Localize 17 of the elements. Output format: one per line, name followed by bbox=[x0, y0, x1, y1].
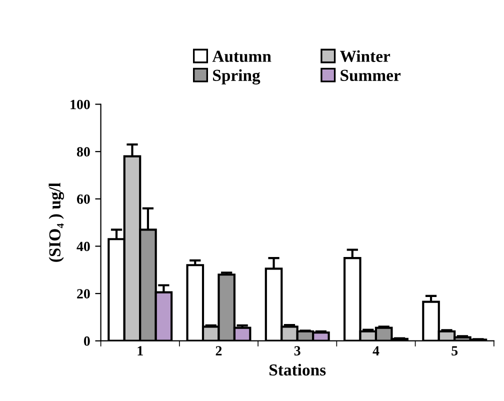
x-tick-label: 5 bbox=[452, 346, 458, 356]
legend-label: Autumn bbox=[212, 50, 272, 62]
x-tick-label: 4 bbox=[372, 346, 380, 356]
x-tick-label: 3 bbox=[294, 346, 300, 356]
y-tick-label: 20 bbox=[77, 289, 90, 298]
y-axis-title: (SIO₄ ) ug/l bbox=[48, 182, 64, 262]
x-tick-label: 2 bbox=[216, 346, 222, 356]
y-tick-label: 60 bbox=[76, 194, 90, 204]
y-tick-label: 40 bbox=[76, 242, 90, 252]
x-tick-label: 1 bbox=[138, 346, 143, 356]
y-tick-label: 100 bbox=[70, 100, 90, 110]
y-tick-label: 0 bbox=[84, 336, 90, 346]
legend-label: Spring bbox=[213, 69, 260, 85]
legend-label: Winter bbox=[340, 50, 390, 62]
legend-label: Summer bbox=[340, 70, 401, 82]
y-tick-label: 80 bbox=[76, 147, 90, 157]
x-axis-title: Stations bbox=[270, 364, 326, 376]
